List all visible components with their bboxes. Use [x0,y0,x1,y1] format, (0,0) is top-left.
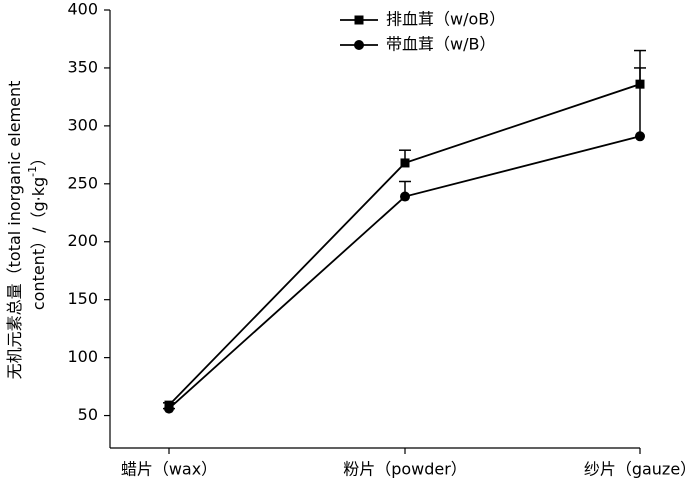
y-tick-label: 100 [67,347,98,366]
legend-label: 带血茸（w/B） [386,35,495,54]
x-tick-label: 纱片（gauze） [584,460,696,479]
point [635,131,645,142]
y-axis-label-line: content）/（g·kg-1） [26,150,48,310]
y-tick-label: 250 [67,173,98,192]
point [400,191,410,202]
legend-label: 排血茸（w/oB） [386,10,505,29]
y-axis-label-part: content）/（g·kg [29,177,48,310]
y-tick-label: 300 [67,115,98,134]
point [164,403,174,414]
legend-marker [354,15,364,25]
series-line [168,83,641,406]
y-tick-label: 50 [78,405,98,424]
y-tick-label: 150 [67,289,98,308]
y-axis-label: 无机元素总量（total inorganic element content）/（… [5,81,48,380]
x-tick-label: 蜡片（wax） [121,460,217,479]
y-tick-label: 200 [67,231,98,250]
x-tick-label: 粉片（powder） [343,460,467,479]
y-axis-label-part: -1 [26,166,39,177]
y-tick-label: 350 [67,57,98,76]
series-line [168,135,641,410]
y-axis-label-line: 无机元素总量（total inorganic element [5,81,24,380]
point [400,158,410,168]
y-axis-label-part: ） [29,150,48,166]
y-axis-label-part: 无机元素总量（total inorganic element [5,81,24,380]
error-bar [634,67,646,137]
legend-marker [354,40,364,50]
y-tick-label: 400 [67,0,98,19]
